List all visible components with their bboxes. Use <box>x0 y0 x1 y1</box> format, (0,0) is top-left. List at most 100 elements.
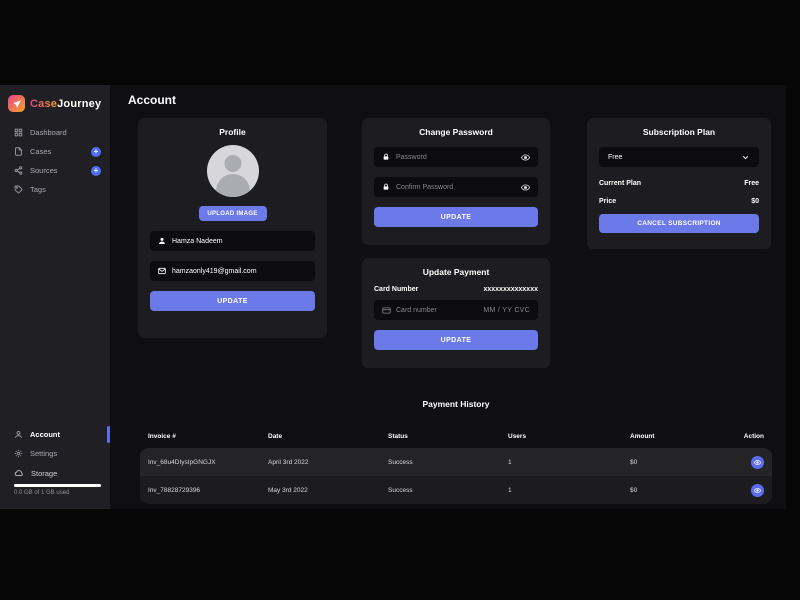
cell-invoice: Inv_78828729396 <box>148 486 201 494</box>
sidebar-item-cases[interactable]: Cases + <box>0 142 110 161</box>
email-field[interactable]: hamzaonly419@gmail.com <box>150 261 315 281</box>
cell-date: April 3rd 2022 <box>268 458 309 466</box>
chevron-down-icon <box>741 153 750 162</box>
sidebar-item-label: Tags <box>30 185 46 194</box>
change-password-card: Change Password Password Confirm Passwor… <box>362 118 550 245</box>
cancel-subscription-button[interactable]: CANCEL SUBSCRIPTION <box>599 214 759 233</box>
page-title: Account <box>128 93 176 107</box>
brand-logo: CaseJourney <box>8 95 101 112</box>
sidebar-nav: Dashboard Cases + Sources + Tag <box>0 123 110 199</box>
payment-history-header: Invoice # Date Status Users Amount Actio… <box>140 433 772 440</box>
avatar-head-shape <box>224 155 241 172</box>
update-payment-card: Update Payment Card Number xxxxxxxxxxxxx… <box>362 258 550 368</box>
brand-name-journey: Journey <box>57 97 102 110</box>
cell-invoice: Inv_68u4DIysIpGNGJX <box>148 458 216 466</box>
current-plan-value: Free <box>744 180 759 187</box>
eye-icon[interactable] <box>521 183 530 192</box>
user-icon <box>14 430 23 439</box>
subscription-plan-card: Subscription Plan Free Current Plan Free… <box>587 118 771 249</box>
sidebar-item-label: Settings <box>30 449 58 458</box>
card-expiry-cvc-hint: MM / YY CVC <box>483 306 530 314</box>
eye-icon <box>754 487 761 493</box>
sidebar-item-account[interactable]: Account <box>0 425 110 444</box>
cloud-icon <box>14 468 24 478</box>
storage-label: Storage <box>31 468 58 478</box>
card-number-masked-value: xxxxxxxxxxxxxx <box>483 286 538 293</box>
payment-history-title: Payment History <box>422 399 490 409</box>
view-invoice-button[interactable] <box>751 483 764 497</box>
cases-file-icon <box>14 147 23 156</box>
card-number-row: Card Number xxxxxxxxxxxxxx <box>374 286 538 293</box>
paper-plane-icon <box>8 95 25 112</box>
user-icon <box>158 237 166 245</box>
password-update-button[interactable]: UPDATE <box>374 207 538 227</box>
app-window: CaseJourney Dashboard Cases + Sourc <box>0 85 786 509</box>
view-invoice-button[interactable] <box>751 455 764 469</box>
sidebar: CaseJourney Dashboard Cases + Sourc <box>0 85 110 509</box>
price-value: $0 <box>751 198 759 205</box>
storage-usage-text: 0.0 GB of 1 GB used <box>14 490 70 496</box>
eye-icon[interactable] <box>521 153 530 162</box>
cell-date: May 3rd 2022 <box>268 486 308 494</box>
profile-card-title: Profile <box>219 127 246 137</box>
price-label: Price <box>599 198 617 205</box>
main-content: Account Profile UPLOAD IMAGE Hamza Nadee… <box>110 85 786 509</box>
column-header-invoice: Invoice # <box>148 433 176 440</box>
table-row: Inv_78828729396 May 3rd 2022 Success 1 $… <box>140 476 772 504</box>
column-header-users: Users <box>508 433 527 440</box>
dashboard-grid-icon <box>14 128 23 137</box>
lock-icon <box>382 183 390 191</box>
add-case-button[interactable]: + <box>91 146 101 157</box>
sidebar-item-tags[interactable]: Tags <box>0 180 110 199</box>
cell-status: Success <box>388 458 413 466</box>
cell-amount: $0 <box>630 486 638 494</box>
confirm-password-placeholder: Confirm Password <box>396 183 454 191</box>
envelope-icon <box>158 267 166 275</box>
current-plan-label: Current Plan <box>599 180 642 187</box>
cell-amount: $0 <box>630 458 638 466</box>
price-row: Price $0 <box>599 198 759 205</box>
update-payment-title: Update Payment <box>422 267 490 277</box>
sidebar-item-label: Dashboard <box>30 128 67 137</box>
subscription-plan-title: Subscription Plan <box>642 127 716 137</box>
upload-image-button[interactable]: UPLOAD IMAGE <box>198 206 267 221</box>
name-field[interactable]: Hamza Nadeem <box>150 231 315 251</box>
change-password-title: Change Password <box>419 127 493 137</box>
cell-status: Success <box>388 486 413 494</box>
column-header-amount: Amount <box>630 433 655 440</box>
cell-action <box>740 455 764 469</box>
payment-update-button[interactable]: UPDATE <box>374 330 538 350</box>
brand-name-case: Case <box>30 97 58 110</box>
sidebar-item-storage[interactable]: Storage <box>14 468 57 478</box>
column-header-action: Action <box>743 433 764 440</box>
credit-card-icon <box>382 306 391 314</box>
cell-users: 1 <box>508 458 512 466</box>
sidebar-item-dashboard[interactable]: Dashboard <box>0 123 110 142</box>
add-source-button[interactable]: + <box>91 165 101 176</box>
card-number-input[interactable]: Card number MM / YY CVC <box>374 300 538 320</box>
sidebar-item-label: Account <box>30 430 60 439</box>
avatar <box>206 145 259 197</box>
active-item-indicator <box>107 426 110 443</box>
card-number-placeholder: Card number <box>396 306 437 314</box>
card-number-label: Card Number <box>374 286 419 293</box>
sources-share-icon <box>14 166 23 175</box>
sidebar-bottom-nav: Account Settings <box>0 425 110 463</box>
brand-name: CaseJourney <box>30 98 101 110</box>
name-field-value: Hamza Nadeem <box>172 237 223 245</box>
sidebar-item-label: Cases <box>30 147 52 156</box>
plan-select-value: Free <box>608 153 623 161</box>
plan-select[interactable]: Free <box>599 147 759 167</box>
profile-update-button[interactable]: UPDATE <box>150 291 315 311</box>
payment-history-table: Inv_68u4DIysIpGNGJX April 3rd 2022 Succe… <box>140 448 772 504</box>
eye-icon <box>754 459 761 465</box>
sidebar-item-sources[interactable]: Sources + <box>0 161 110 180</box>
confirm-password-field[interactable]: Confirm Password <box>374 177 538 197</box>
sidebar-item-settings[interactable]: Settings <box>0 444 110 463</box>
column-header-status: Status <box>388 433 408 440</box>
profile-card: Profile UPLOAD IMAGE Hamza Nadeem hamzao… <box>138 118 327 338</box>
current-plan-row: Current Plan Free <box>599 180 759 187</box>
email-field-value: hamzaonly419@gmail.com <box>172 267 257 275</box>
cell-users: 1 <box>508 486 512 494</box>
password-field[interactable]: Password <box>374 147 538 167</box>
